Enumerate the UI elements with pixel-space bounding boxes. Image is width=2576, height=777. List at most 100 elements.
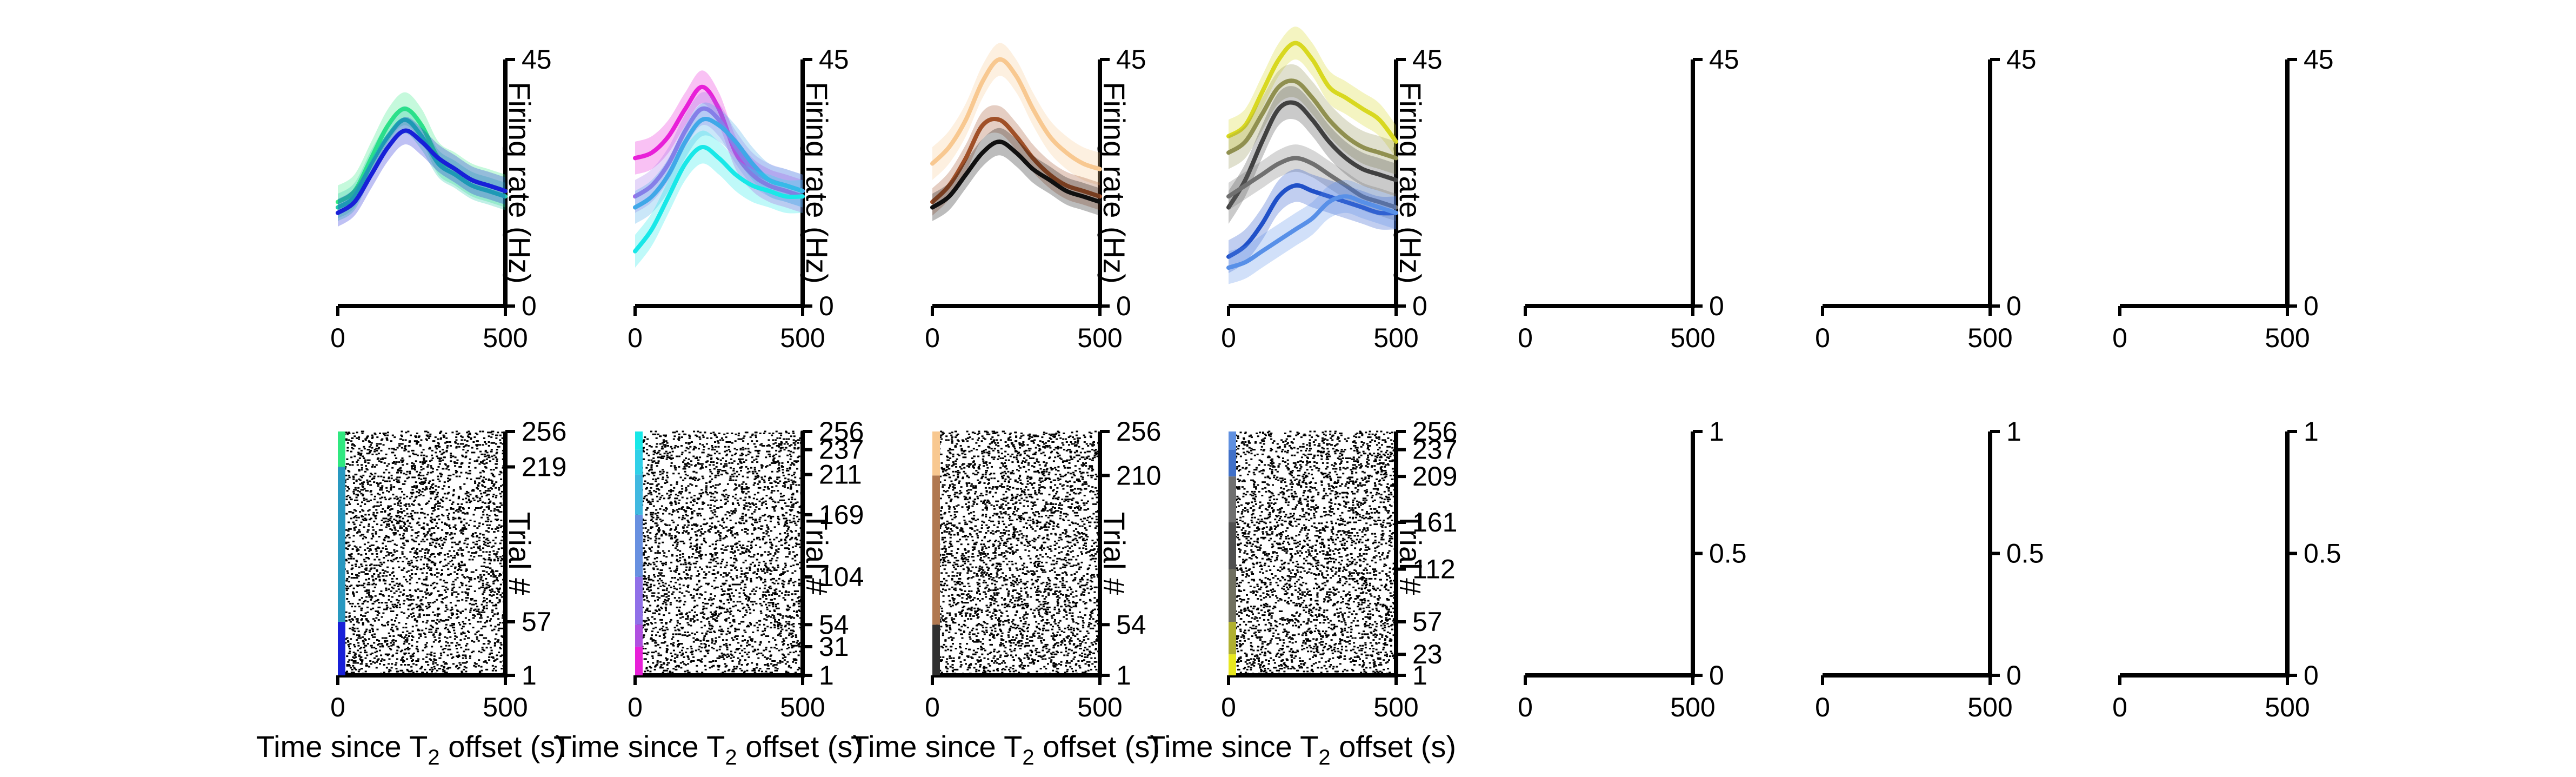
spike-mark [493,660,496,662]
spike-mark [406,617,409,619]
spike-mark [739,668,742,670]
spike-mark [479,430,482,433]
spike-mark [368,441,371,443]
spike-mark [501,654,503,656]
spike-mark [756,629,759,632]
spike-mark [411,602,413,605]
spike-mark [418,489,421,491]
spike-mark [373,520,376,522]
spike-mark [407,570,410,572]
spike-mark [380,660,383,662]
spike-mark [441,602,444,604]
spike-mark [386,480,388,482]
spike-mark [352,591,354,593]
spike-mark [493,591,496,593]
spike-mark [473,520,476,522]
spike-mark [655,642,658,644]
spike-mark [405,474,408,476]
spike-mark [757,657,760,659]
spike-mark [711,640,714,642]
spike-mark [406,641,409,643]
spike-mark [476,606,478,608]
spike-mark [496,580,499,582]
spike-mark [770,627,772,629]
spike-mark [357,622,360,624]
spike-mark [376,546,379,548]
spike-mark [483,492,485,494]
spike-mark [794,658,797,660]
y-tick-label: 219 [522,451,566,482]
spike-mark [686,616,689,618]
spike-mark [382,492,384,494]
spike-mark [357,649,359,652]
spike-mark [444,539,447,541]
spike-mark [402,547,405,549]
spike-mark [759,668,762,670]
spike-mark [368,453,370,455]
spike-mark [477,555,480,557]
spike-mark [482,523,484,526]
spike-mark [432,527,435,529]
spike-mark [482,547,484,549]
spike-mark [788,627,790,629]
spike-mark [383,540,386,542]
spike-mark [505,626,508,628]
spike-mark [785,615,788,617]
spike-mark [377,599,379,601]
spike-mark [431,620,433,622]
spike-mark [392,559,395,561]
spike-mark [782,657,784,659]
spike-mark [416,522,419,524]
spike-mark [433,565,436,567]
spike-mark [783,640,785,642]
spike-mark [660,595,663,597]
spike-mark [779,660,782,662]
spike-mark [365,663,368,665]
spike-mark [421,451,423,454]
spike-mark [478,522,481,524]
spike-mark [420,667,423,669]
spike-mark [469,657,471,659]
spike-mark [504,461,506,463]
spike-mark [411,515,413,517]
spike-mark [497,557,499,560]
spike-mark [480,652,483,654]
spike-mark [723,658,725,660]
spike-mark [465,569,468,571]
spike-mark [775,549,778,551]
spike-mark [393,534,396,536]
spike-mark [705,582,708,585]
spike-mark [412,566,415,568]
spike-mark [408,670,410,673]
spike-mark [773,589,776,592]
spike-mark [348,659,351,661]
spike-mark [449,445,452,447]
spike-mark [704,602,707,605]
spike-mark [504,506,506,508]
spike-mark [411,503,413,505]
spike-mark [446,654,449,656]
spike-mark [433,666,436,668]
spike-mark [724,670,726,673]
spike-mark [447,648,450,650]
spike-mark [458,622,461,624]
spike-mark [659,619,662,621]
spike-mark [676,549,679,551]
spike-mark [375,453,378,455]
spike-mark [433,504,436,506]
spike-mark [401,512,403,514]
spike-mark [361,476,363,479]
spike-mark [696,557,699,559]
spike-mark [708,561,711,563]
spike-mark [791,635,794,637]
spike-mark [444,442,447,444]
spike-mark [371,453,374,455]
spike-mark [437,505,439,507]
spike-mark [360,607,363,609]
spike-mark [409,605,411,607]
spike-mark [772,555,775,557]
spike-mark [779,623,782,625]
spike-mark [452,494,455,496]
spike-mark [736,577,738,579]
spike-mark [362,519,364,521]
